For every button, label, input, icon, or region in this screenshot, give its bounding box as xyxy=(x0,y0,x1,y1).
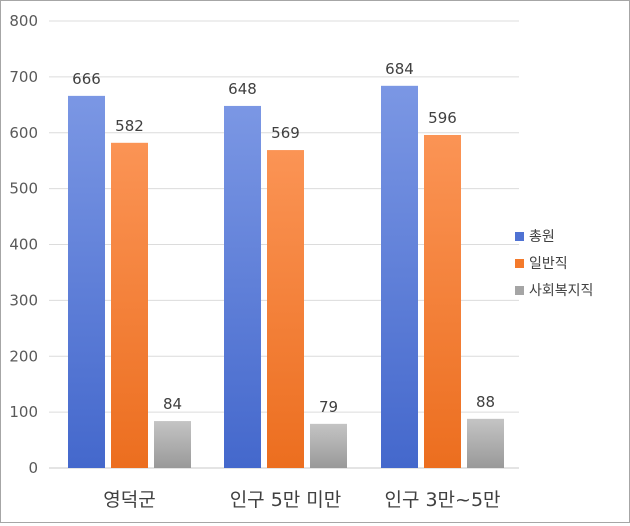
bar xyxy=(68,95,105,468)
x-axis: 영덕군 인구 5만 미만 인구 3만~5만 xyxy=(103,489,500,511)
data-label: 666 xyxy=(72,70,101,88)
bar xyxy=(310,423,347,468)
legend-label: 일반직 xyxy=(529,256,568,272)
data-label: 582 xyxy=(115,117,144,135)
legend-label: 총원 xyxy=(529,229,555,245)
bar xyxy=(111,142,148,468)
y-tick-label: 600 xyxy=(9,124,38,142)
y-tick-label: 400 xyxy=(9,236,38,254)
bar xyxy=(224,105,261,469)
legend-label: 사회복지직 xyxy=(529,283,593,299)
bar xyxy=(381,85,418,468)
bar xyxy=(467,418,504,468)
y-tick-label: 500 xyxy=(9,180,38,198)
y-tick-label: 200 xyxy=(9,347,38,365)
data-label: 596 xyxy=(428,109,457,127)
x-category-label: 영덕군 xyxy=(103,489,155,511)
data-label: 88 xyxy=(476,393,495,411)
y-axis: 0 100 200 300 400 500 600 700 800 xyxy=(9,12,38,477)
x-category-label: 인구 5만 미만 xyxy=(230,489,342,511)
bars: 666 582 84 648 569 79 684 596 88 xyxy=(68,60,504,469)
legend-swatch xyxy=(515,259,524,268)
y-tick-label: 100 xyxy=(9,403,38,421)
data-label: 648 xyxy=(228,80,257,98)
legend-swatch xyxy=(515,232,524,241)
y-tick-label: 0 xyxy=(28,459,38,477)
y-tick-label: 800 xyxy=(9,12,38,30)
data-label: 84 xyxy=(163,395,182,413)
data-label: 79 xyxy=(319,398,338,416)
data-label: 684 xyxy=(385,60,414,78)
y-tick-label: 300 xyxy=(9,291,38,309)
bar xyxy=(154,421,191,468)
data-label: 569 xyxy=(271,124,300,142)
legend-swatch xyxy=(515,286,524,295)
bar xyxy=(267,150,304,469)
bar xyxy=(424,134,461,469)
y-tick-label: 700 xyxy=(9,68,38,86)
x-category-label: 인구 3만~5만 xyxy=(384,489,500,511)
